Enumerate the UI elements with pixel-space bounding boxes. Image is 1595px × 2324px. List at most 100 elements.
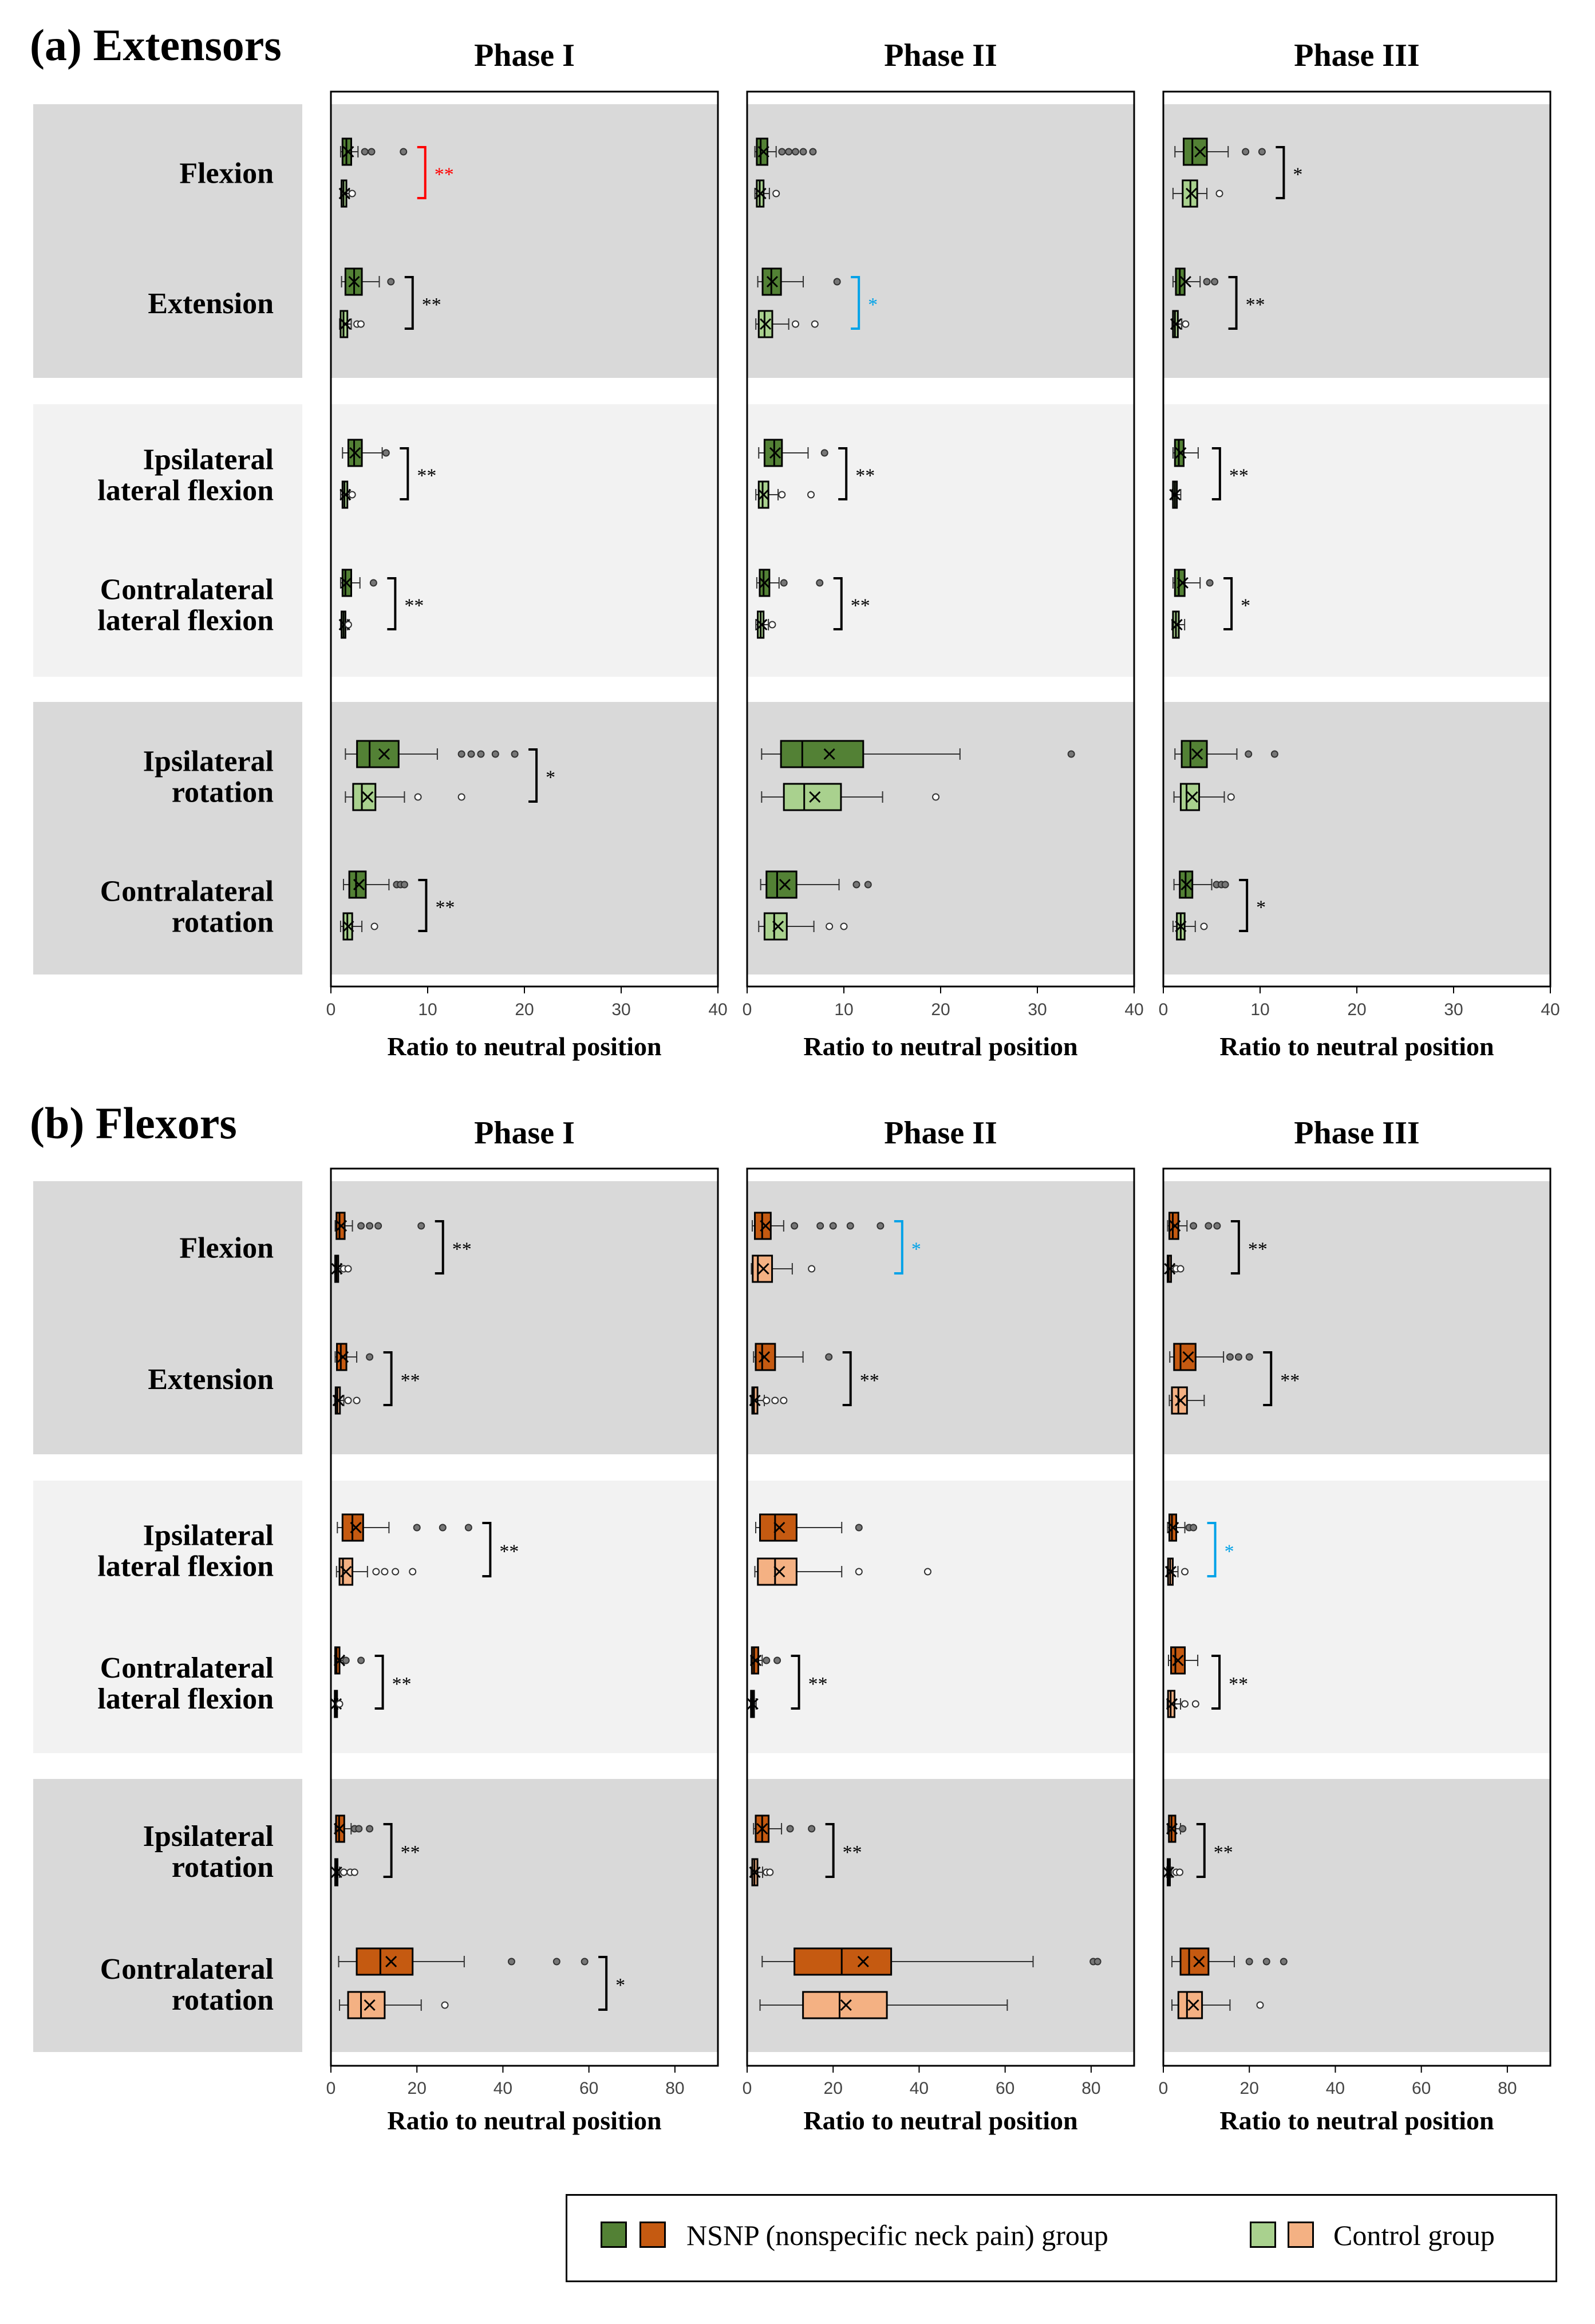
panel-b-phase1-m3-sig-bracket [374,1655,384,1710]
panel-b-phase2-m0-ctrl-mean-marker [757,1262,769,1275]
panel-a-phase3-tick-label-30: 30 [1444,1000,1463,1019]
panel-a-title: (a) Extensors [30,20,282,70]
panel-b-phase2-m1-sig-bracket [842,1351,852,1406]
panel-a-phase1-tick-label-20: 20 [515,1000,534,1019]
panel-a-phase2-m4-nsnp-box [780,740,864,768]
panel-a-phase1-m2-sig-bracket [400,447,409,500]
panel-a-phase1-tick-label-40: 40 [708,1000,727,1019]
panel-b-phase1-m0-nsnp-outlier-3 [417,1222,425,1230]
panel-b-phase2-m0-ctrl-outlier-0 [808,1265,816,1273]
panel-a-phase1-m3-sig-label: ** [404,595,424,617]
panel-a-phase2-tick-label-20: 20 [931,1000,950,1019]
panel-b-phase2-m4-sig-bracket [825,1823,835,1878]
panel-b-phase1-m0-nsnp-mean-marker [335,1220,348,1232]
panel-a-phase3-m2-sig-bracket [1211,447,1221,500]
panel-a-phase1-m4-ctrl-outlier-1 [457,793,465,801]
panel-b-phase3-m2-sig-bracket [1207,1522,1217,1577]
panel-b-phase1-m5-nsnp-outlier-1 [552,1958,560,1966]
panel-b-phase3-m0-ctrl-mean-marker [1164,1262,1176,1275]
panel-a-phase2-m3-ctrl-outlier-0 [768,621,776,629]
panel-b-label-band-1 [33,1481,302,1753]
panel-a-phase1-m1-nsnp-outlier-0 [387,278,395,286]
panel-b-phase2-tick-label-60: 60 [996,2079,1014,2098]
panel-b-phase3-m5-nsnp-mean-marker [1193,1955,1205,1968]
legend: NSNP (nonspecific neck pain) group Contr… [566,2194,1557,2282]
panel-a-phase3-m5-ctrl-outlier-0 [1200,922,1208,930]
panel-a-phase1-m4-ctrl-mean-marker [362,791,374,803]
panel-b-phase1-m4-nsnp-mean-marker [333,1822,346,1835]
panel-b-movement-label-4-line1: Ipsilateral [143,1820,274,1853]
panel-b-phase2-tick-label-40: 40 [910,2079,929,2098]
panel-a-phase2-m2-nsnp-box [763,439,783,467]
panel-b-phase2-m4-nsnp-mean-marker [756,1822,768,1835]
panel-b-phase1-m1-nsnp-box [336,1343,348,1371]
panel-b-phase3-m0-nsnp-outlier-2 [1213,1222,1221,1230]
panel-a-movement-label-2-line1: Ipsilateral [143,444,274,476]
panel-a-phase1-m2-nsnp-mean-marker [349,447,361,459]
panel-a-phase1-tick-label-10: 10 [418,1000,437,1019]
panel-b-phase1-xlabel: Ratio to neutral position [387,2106,661,2135]
panel-b-phase2-xlabel: Ratio to neutral position [803,2106,1077,2135]
panel-a-movement-label-5-line2: rotation [172,906,274,939]
panel-b-phase1-m1-ctrl-outlier-0 [344,1396,352,1404]
panel-a-phase3-m0-ctrl-outlier-0 [1215,190,1223,198]
panel-b-phase3-title: Phase III [1294,1115,1419,1151]
panel-a-phase2-m3-sig-bracket [833,577,843,630]
panel-a-phase2-m0-nsnp-mean-marker [757,145,769,158]
panel-a-phase3-m1-sig-label: ** [1246,294,1265,315]
panel-a-phase3-tick-label-0: 0 [1159,1000,1168,1019]
panel-b-phase1-m3-nsnp-outlier-1 [357,1656,365,1664]
panel-a-phase1-m0-ctrl-mean-marker [338,187,350,200]
panel-b-phase2-m0-nsnp-outlier-2 [829,1222,837,1230]
panel-b-phase3-m1-nsnp-outlier-2 [1245,1353,1253,1361]
panel-a-phase1-m1-sig-label: ** [422,294,441,315]
panel-a-phase2-m0-ctrl-outlier-0 [772,190,780,198]
panel-a-phase2-m2-sig-label: ** [855,465,875,487]
panel-a-phase3-m4-ctrl-outlier-0 [1227,793,1235,801]
panel-a-phase3-m2-ctrl-mean-marker [1169,488,1181,501]
panel-b-phase3-frame [1162,1167,1551,2067]
panel-a-phase2-m4-nsnp-outlier-0 [1067,750,1075,758]
panel-b-phase1-m4-nsnp-outlier-1 [355,1825,363,1833]
panel-a-phase2-m5-ctrl-mean-marker [772,920,784,933]
panel-b-phase1-m4-ctrl-mean-marker [330,1866,342,1879]
panel-b-phase3-m3-ctrl-outlier-1 [1191,1700,1199,1708]
panel-b-phase1-m2-nsnp-outlier-2 [464,1524,472,1532]
panel-a-phase1-m3-ctrl-outlier-0 [344,621,352,629]
panel-b-phase2-tick-label-20: 20 [824,2079,843,2098]
panel-a-phase3-m3-ctrl-mean-marker [1171,618,1183,631]
panel-b-phase3-m0-nsnp-outlier-1 [1205,1222,1213,1230]
panel-b-phase1-band-0 [331,1181,718,1454]
panel-b-movement-label-3-line1: Contralateral [100,1652,274,1684]
panel-b-movement-label-1: Extension [148,1363,274,1396]
panel-b-phase2-m1-nsnp-mean-marker [758,1351,771,1363]
panel-a-phase3-m4-ctrl-mean-marker [1186,791,1198,803]
panel-b-phase1-m5-sig-label: * [615,1975,625,1996]
panel-a-phase3-tick-label-20: 20 [1347,1000,1366,1019]
panel-a-phase1-m4-sig-bracket [528,748,538,803]
panel-a-phase3-m5-nsnp-mean-marker [1181,878,1193,891]
panel-a-phase1-m4-nsnp-box [356,740,400,768]
panel-b-phase2-m0-nsnp-outlier-1 [816,1222,824,1230]
panel-a-phase1-title: Phase I [474,38,575,73]
panel-b-phase2-m0-nsnp-mean-marker [760,1220,772,1232]
panel-a-phase3-title: Phase III [1294,38,1419,73]
panel-b-phase3-m1-sig-label: ** [1280,1370,1300,1391]
panel-a-phase2-m0-nsnp-outlier-4 [809,148,817,156]
panel-b-phase3-m1-nsnp-outlier-0 [1226,1353,1234,1361]
panel-b-phase3-m0-nsnp-mean-marker [1169,1220,1181,1232]
panel-b-phase1-m5-nsnp-outlier-0 [507,1958,515,1966]
panel-a-phase2-m1-ctrl-outlier-1 [811,320,819,328]
panel-a-phase2-m1-nsnp-outlier-0 [833,278,841,286]
panel-a-phase1-m1-ctrl-outlier-1 [357,320,365,328]
panel-a-phase1-band-1 [331,404,718,677]
panel-a-phase1-m5-nsnp-box [348,870,367,899]
panel-b-phase3-m5-ctrl-mean-marker [1187,1999,1199,2011]
panel-a-phase1-m3-nsnp-mean-marker [340,577,353,589]
panel-b-phase3-m0-sig-bracket [1230,1220,1240,1275]
panel-b-phase3-xlabel: Ratio to neutral position [1219,2106,1494,2135]
panel-b-phase2-m1-sig-label: ** [860,1370,879,1391]
panel-a-phase2-m4-ctrl-outlier-0 [932,793,940,801]
panel-b-phase3-m4-ctrl-mean-marker [1162,1866,1175,1879]
panel-b-phase3-m5-nsnp-outlier-1 [1262,1958,1270,1966]
